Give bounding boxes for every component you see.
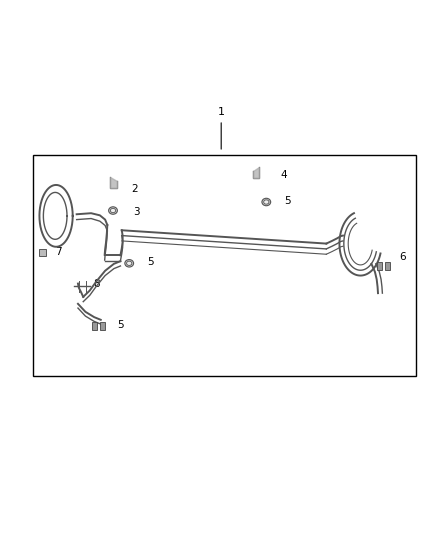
Text: 8: 8 [93,279,99,288]
Bar [33,155,416,376]
Ellipse shape [264,200,269,204]
Ellipse shape [109,207,117,214]
Text: 6: 6 [399,252,406,262]
Ellipse shape [110,208,116,213]
Text: 7: 7 [55,247,61,256]
Text: 1: 1 [218,107,225,149]
Text: 4: 4 [280,170,287,180]
Bar [100,322,105,330]
Text: 5: 5 [147,257,153,267]
Ellipse shape [125,260,134,267]
Polygon shape [253,167,259,178]
Ellipse shape [127,261,132,265]
Bar [377,262,382,270]
Text: 3: 3 [134,207,140,216]
Ellipse shape [262,198,271,206]
Bar [92,322,97,330]
Polygon shape [110,177,117,188]
Text: 2: 2 [131,184,138,194]
Text: 5: 5 [284,197,290,206]
Text: 5: 5 [117,320,124,330]
Bar [39,249,46,256]
Bar [385,262,390,270]
